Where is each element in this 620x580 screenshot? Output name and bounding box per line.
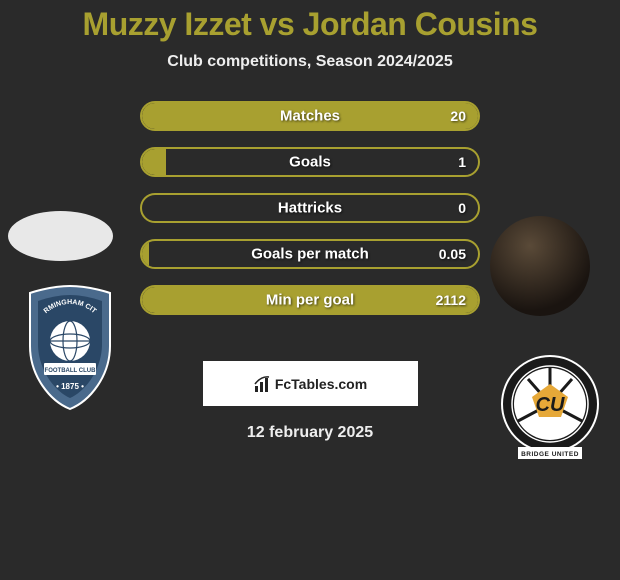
stat-bar: Hattricks 0 (140, 193, 480, 223)
player2-photo (490, 216, 590, 316)
stat-value: 0 (458, 200, 466, 216)
stat-bar: Goals 1 (140, 147, 480, 177)
page-title: Muzzy Izzet vs Jordan Cousins (0, 6, 620, 43)
svg-text:BRIDGE UNITED: BRIDGE UNITED (521, 451, 579, 458)
stat-label: Goals (289, 154, 331, 171)
comparison-content: RMINGHAM CIT FOOTBALL CLUB • 1875 • Matc… (0, 101, 620, 351)
stat-value: 2112 (436, 292, 466, 308)
stat-bar: Goals per match 0.05 (140, 239, 480, 269)
stat-value: 1 (458, 154, 466, 170)
stat-label: Min per goal (266, 292, 354, 309)
stat-value: 0.05 (439, 246, 466, 262)
svg-text:FOOTBALL CLUB: FOOTBALL CLUB (45, 368, 97, 374)
stat-label: Matches (280, 108, 340, 125)
player1-club-badge: RMINGHAM CIT FOOTBALL CLUB • 1875 • (20, 281, 120, 411)
player1-photo (8, 211, 113, 261)
player2-club-badge: CU BRIDGE UNITED (500, 351, 600, 466)
stat-label: Hattricks (278, 200, 342, 217)
stat-bar: Min per goal 2112 (140, 285, 480, 315)
chart-icon (253, 374, 273, 394)
svg-text:CU: CU (536, 394, 565, 416)
subtitle: Club competitions, Season 2024/2025 (0, 53, 620, 71)
branding-text: FcTables.com (275, 376, 367, 392)
branding-box: FcTables.com (203, 361, 418, 406)
stat-bar-fill (142, 241, 149, 267)
stat-label: Goals per match (251, 246, 369, 263)
stat-value: 20 (450, 108, 466, 124)
stat-bars: Matches 20 Goals 1 Hattricks 0 Goals per… (140, 101, 480, 331)
svg-text:• 1875 •: • 1875 • (56, 382, 84, 391)
stat-bar: Matches 20 (140, 101, 480, 131)
stat-bar-fill (142, 149, 166, 175)
